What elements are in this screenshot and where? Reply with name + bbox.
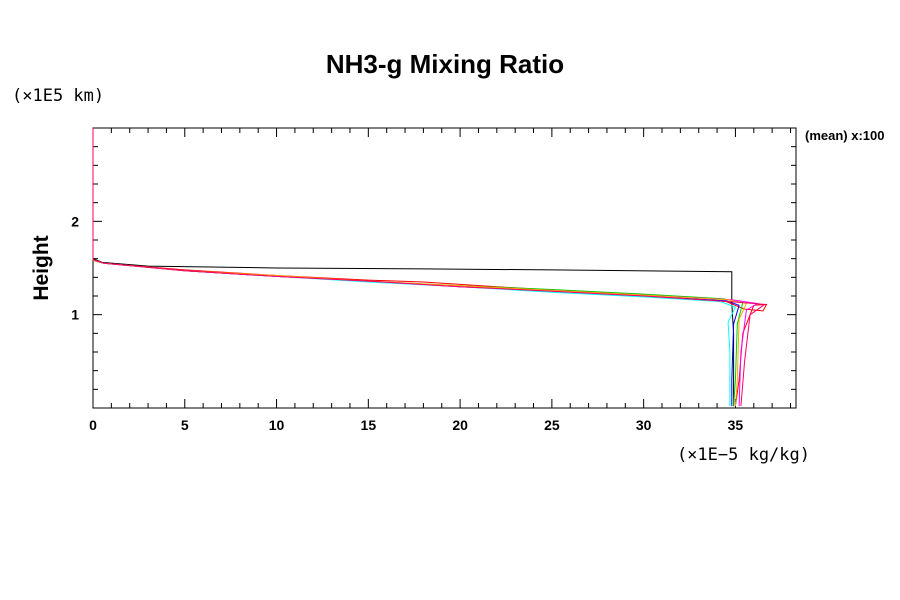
- x-tick-label: 15: [361, 417, 377, 433]
- y-tick-label: 2: [71, 213, 79, 229]
- y-unit-label: (×1E5 km): [12, 86, 104, 106]
- series-line-6: [92, 259, 759, 407]
- x-unit-label: (×1E−5 kg/kg): [677, 445, 810, 465]
- series-line-8: [92, 128, 767, 407]
- x-tick-label: 30: [636, 417, 652, 433]
- y-tick-label: 1: [71, 307, 79, 323]
- series-line-1: [92, 258, 735, 407]
- x-tick-label: 35: [728, 417, 744, 433]
- y-axis-label: Height: [30, 235, 53, 300]
- mean-annotation: (mean) x:100: [805, 128, 884, 143]
- series-line-2: [92, 260, 768, 407]
- series-line-3: [92, 260, 744, 407]
- x-tick-label: 5: [181, 417, 189, 433]
- chart-title: NH3-g Mixing Ratio: [326, 49, 564, 79]
- x-tick-label: 20: [452, 417, 468, 433]
- x-tick-label: 25: [544, 417, 560, 433]
- plot-frame: [92, 127, 797, 409]
- x-tick-label: 0: [89, 417, 97, 433]
- series-layer: [92, 128, 768, 407]
- axis-ticks: 0 5 10 15 20 25 30 35 1 2: [71, 128, 796, 433]
- series-line-5: [92, 260, 737, 407]
- x-tick-label: 10: [269, 417, 285, 433]
- series-line-4: [92, 260, 740, 407]
